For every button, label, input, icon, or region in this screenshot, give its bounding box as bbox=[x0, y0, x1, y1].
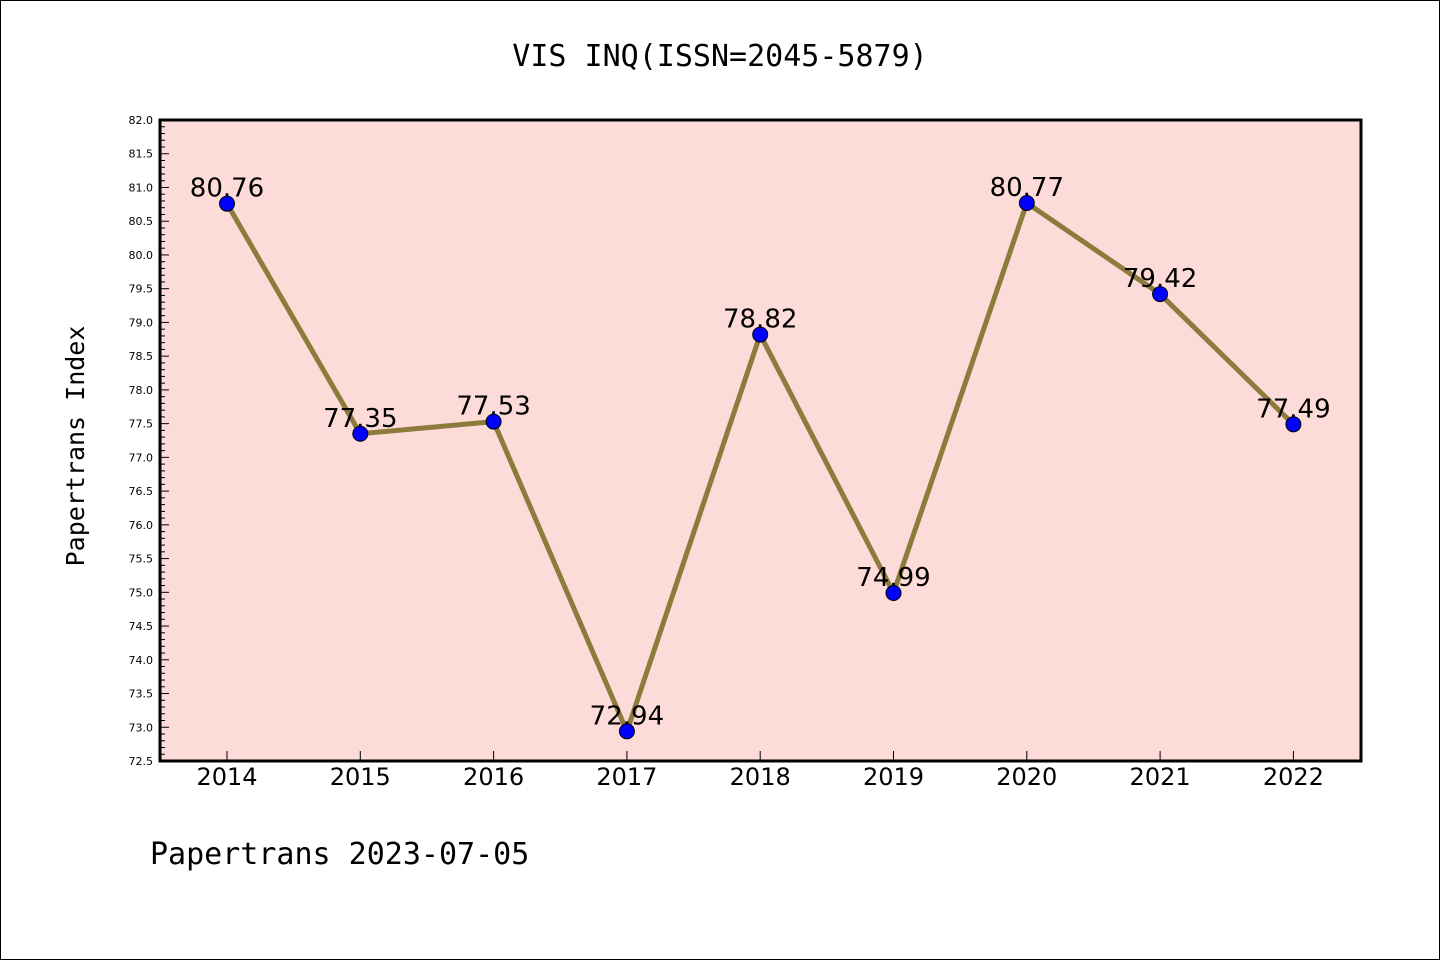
data-point bbox=[618, 723, 635, 740]
data-label: 77.53 bbox=[456, 392, 530, 422]
plot-border bbox=[158, 118, 1363, 763]
x-axis: 2014 2015 2016 2017 2018 2019 2020 2021 2022 bbox=[196, 751, 1324, 791]
x-tick-label: 2022 bbox=[1263, 763, 1324, 791]
data-labels: 80.76 77.35 77.53 72.94 78.82 74.99 80.77 79.42… bbox=[190, 173, 1331, 731]
x-tick-label: 2018 bbox=[730, 763, 791, 791]
y-tick-label: 78.5 bbox=[129, 350, 154, 363]
x-tick-label: 2015 bbox=[330, 763, 391, 791]
y-tick-label: 79.5 bbox=[129, 283, 154, 296]
footer-text: Papertrans 2023-07-05 bbox=[150, 837, 529, 872]
data-label: 77.35 bbox=[323, 404, 397, 434]
series-markers bbox=[219, 194, 1302, 740]
y-tick-label: 74.5 bbox=[129, 620, 154, 633]
data-label: 79.42 bbox=[1123, 264, 1197, 294]
y-tick-label: 73.0 bbox=[129, 721, 154, 734]
y-tick-label: 80.0 bbox=[129, 249, 154, 262]
data-point bbox=[219, 195, 235, 212]
y-tick-label: 75.5 bbox=[129, 553, 154, 566]
y-axis: 72.5 73.0 73.5 74.0 74.5 75.0 75.5 76.0 76.5 77.0… bbox=[129, 114, 169, 768]
data-point bbox=[885, 584, 902, 601]
x-tick-label: 2014 bbox=[196, 763, 257, 791]
chart-title: VIS INQ(ISSN=2045-5879) bbox=[512, 39, 927, 74]
y-tick-label: 73.5 bbox=[129, 688, 154, 701]
y-tick-label: 74.0 bbox=[129, 654, 154, 667]
y-tick-label: 81.0 bbox=[129, 181, 154, 194]
x-tick-label: 2020 bbox=[996, 763, 1057, 791]
x-tick-label: 2017 bbox=[596, 763, 657, 791]
data-label: 80.76 bbox=[190, 174, 264, 204]
data-point bbox=[485, 413, 502, 430]
y-tick-label: 78.0 bbox=[129, 384, 154, 397]
y-tick-label: 72.5 bbox=[129, 755, 154, 768]
data-label: 77.49 bbox=[1256, 394, 1330, 424]
data-label: 74.99 bbox=[856, 563, 930, 593]
data-label: 78.82 bbox=[723, 305, 797, 335]
x-tick-label: 2019 bbox=[863, 763, 924, 791]
data-point bbox=[1285, 416, 1302, 433]
x-tick-label: 2016 bbox=[463, 763, 524, 791]
y-tick-label: 80.5 bbox=[129, 215, 154, 228]
y-tick-label: 79.0 bbox=[129, 316, 154, 329]
y-tick-label: 77.0 bbox=[129, 451, 154, 464]
y-tick-label: 76.5 bbox=[129, 485, 154, 498]
y-tick-label: 81.5 bbox=[129, 148, 154, 161]
data-point bbox=[752, 326, 769, 343]
y-tick-label: 76.0 bbox=[129, 519, 154, 532]
y-tick-label: 82.0 bbox=[129, 114, 154, 127]
y-tick-label: 77.5 bbox=[129, 418, 154, 431]
data-label: 80.77 bbox=[990, 173, 1064, 203]
y-tick-label: 75.0 bbox=[129, 586, 154, 599]
data-point bbox=[352, 425, 369, 442]
plot-area bbox=[160, 120, 1361, 761]
data-point bbox=[1018, 194, 1035, 211]
x-tick-label: 2021 bbox=[1130, 763, 1191, 791]
y-axis-label: Papertrans Index bbox=[61, 326, 90, 567]
data-label: 72.94 bbox=[590, 701, 664, 731]
data-point bbox=[1152, 286, 1169, 303]
